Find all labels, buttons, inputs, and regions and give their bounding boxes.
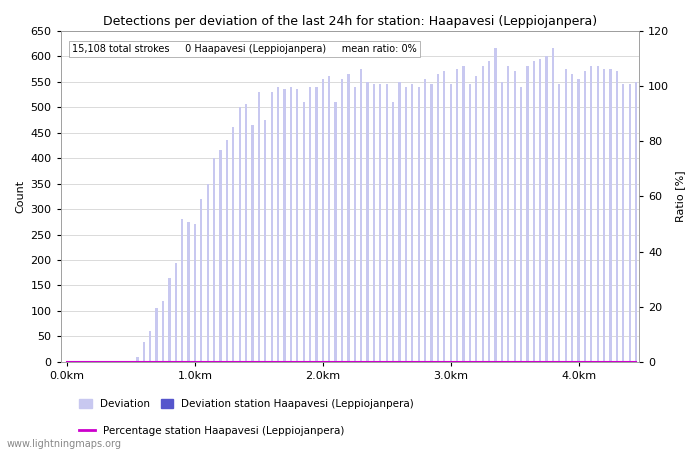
- Bar: [354, 87, 356, 362]
- Bar: [469, 84, 471, 362]
- Bar: [398, 81, 400, 362]
- Bar: [411, 84, 414, 362]
- Bar: [514, 72, 516, 362]
- Bar: [456, 69, 458, 362]
- Bar: [584, 72, 586, 362]
- Bar: [488, 61, 490, 362]
- Text: 15,108 total strokes     0 Haapavesi (Leppiojanpera)     mean ratio: 0%: 15,108 total strokes 0 Haapavesi (Leppio…: [72, 44, 417, 54]
- Bar: [520, 87, 522, 362]
- Bar: [188, 222, 190, 362]
- Legend: Deviation, Deviation station Haapavesi (Leppiojanpera): Deviation, Deviation station Haapavesi (…: [75, 395, 419, 413]
- Bar: [449, 84, 452, 362]
- Bar: [494, 49, 496, 362]
- Bar: [629, 84, 631, 362]
- Bar: [155, 308, 158, 362]
- Bar: [565, 69, 567, 362]
- Bar: [545, 56, 547, 362]
- Bar: [430, 84, 433, 362]
- Bar: [123, 361, 126, 362]
- Y-axis label: Ratio [%]: Ratio [%]: [675, 171, 685, 222]
- Bar: [258, 92, 260, 362]
- Bar: [335, 102, 337, 362]
- Bar: [418, 87, 420, 362]
- Bar: [635, 81, 637, 362]
- Bar: [405, 87, 407, 362]
- Bar: [622, 84, 624, 362]
- Bar: [463, 66, 465, 362]
- Bar: [386, 84, 388, 362]
- Bar: [309, 87, 312, 362]
- Bar: [290, 87, 292, 362]
- Bar: [500, 81, 503, 362]
- Bar: [360, 69, 363, 362]
- Bar: [194, 224, 196, 362]
- Bar: [616, 72, 618, 362]
- Bar: [341, 79, 343, 362]
- Bar: [213, 158, 216, 362]
- Bar: [392, 102, 394, 362]
- Bar: [302, 102, 304, 362]
- Text: www.lightningmaps.org: www.lightningmaps.org: [7, 439, 122, 449]
- Title: Detections per deviation of the last 24h for station: Haapavesi (Leppiojanpera): Detections per deviation of the last 24h…: [103, 15, 597, 28]
- Bar: [373, 84, 375, 362]
- Bar: [379, 84, 382, 362]
- Bar: [367, 81, 369, 362]
- Bar: [232, 127, 234, 362]
- Bar: [226, 140, 228, 362]
- Bar: [181, 219, 183, 362]
- Bar: [149, 331, 151, 362]
- Bar: [284, 89, 286, 362]
- Bar: [596, 66, 599, 362]
- Bar: [437, 74, 439, 362]
- Bar: [571, 74, 573, 362]
- Bar: [251, 125, 253, 362]
- Bar: [347, 74, 349, 362]
- Bar: [175, 262, 177, 362]
- Bar: [245, 104, 247, 362]
- Bar: [136, 357, 139, 362]
- Legend: Percentage station Haapavesi (Leppiojanpera): Percentage station Haapavesi (Leppiojanp…: [75, 422, 349, 440]
- Bar: [328, 76, 330, 362]
- Bar: [539, 58, 541, 362]
- Bar: [277, 87, 279, 362]
- Bar: [271, 92, 273, 362]
- Bar: [590, 66, 592, 362]
- Bar: [296, 89, 298, 362]
- Bar: [206, 184, 209, 362]
- Bar: [443, 72, 445, 362]
- Bar: [168, 278, 171, 362]
- Bar: [559, 84, 561, 362]
- Bar: [552, 49, 554, 362]
- Bar: [533, 61, 535, 362]
- Bar: [200, 199, 202, 362]
- Bar: [315, 87, 318, 362]
- Bar: [322, 79, 324, 362]
- Bar: [526, 66, 528, 362]
- Bar: [507, 66, 510, 362]
- Bar: [219, 150, 222, 362]
- Bar: [482, 66, 484, 362]
- Bar: [610, 69, 612, 362]
- Bar: [143, 342, 145, 362]
- Bar: [424, 79, 426, 362]
- Bar: [475, 76, 477, 362]
- Bar: [264, 120, 267, 362]
- Bar: [162, 301, 164, 362]
- Bar: [578, 79, 580, 362]
- Bar: [603, 69, 606, 362]
- Bar: [239, 107, 241, 362]
- Y-axis label: Count: Count: [15, 180, 25, 213]
